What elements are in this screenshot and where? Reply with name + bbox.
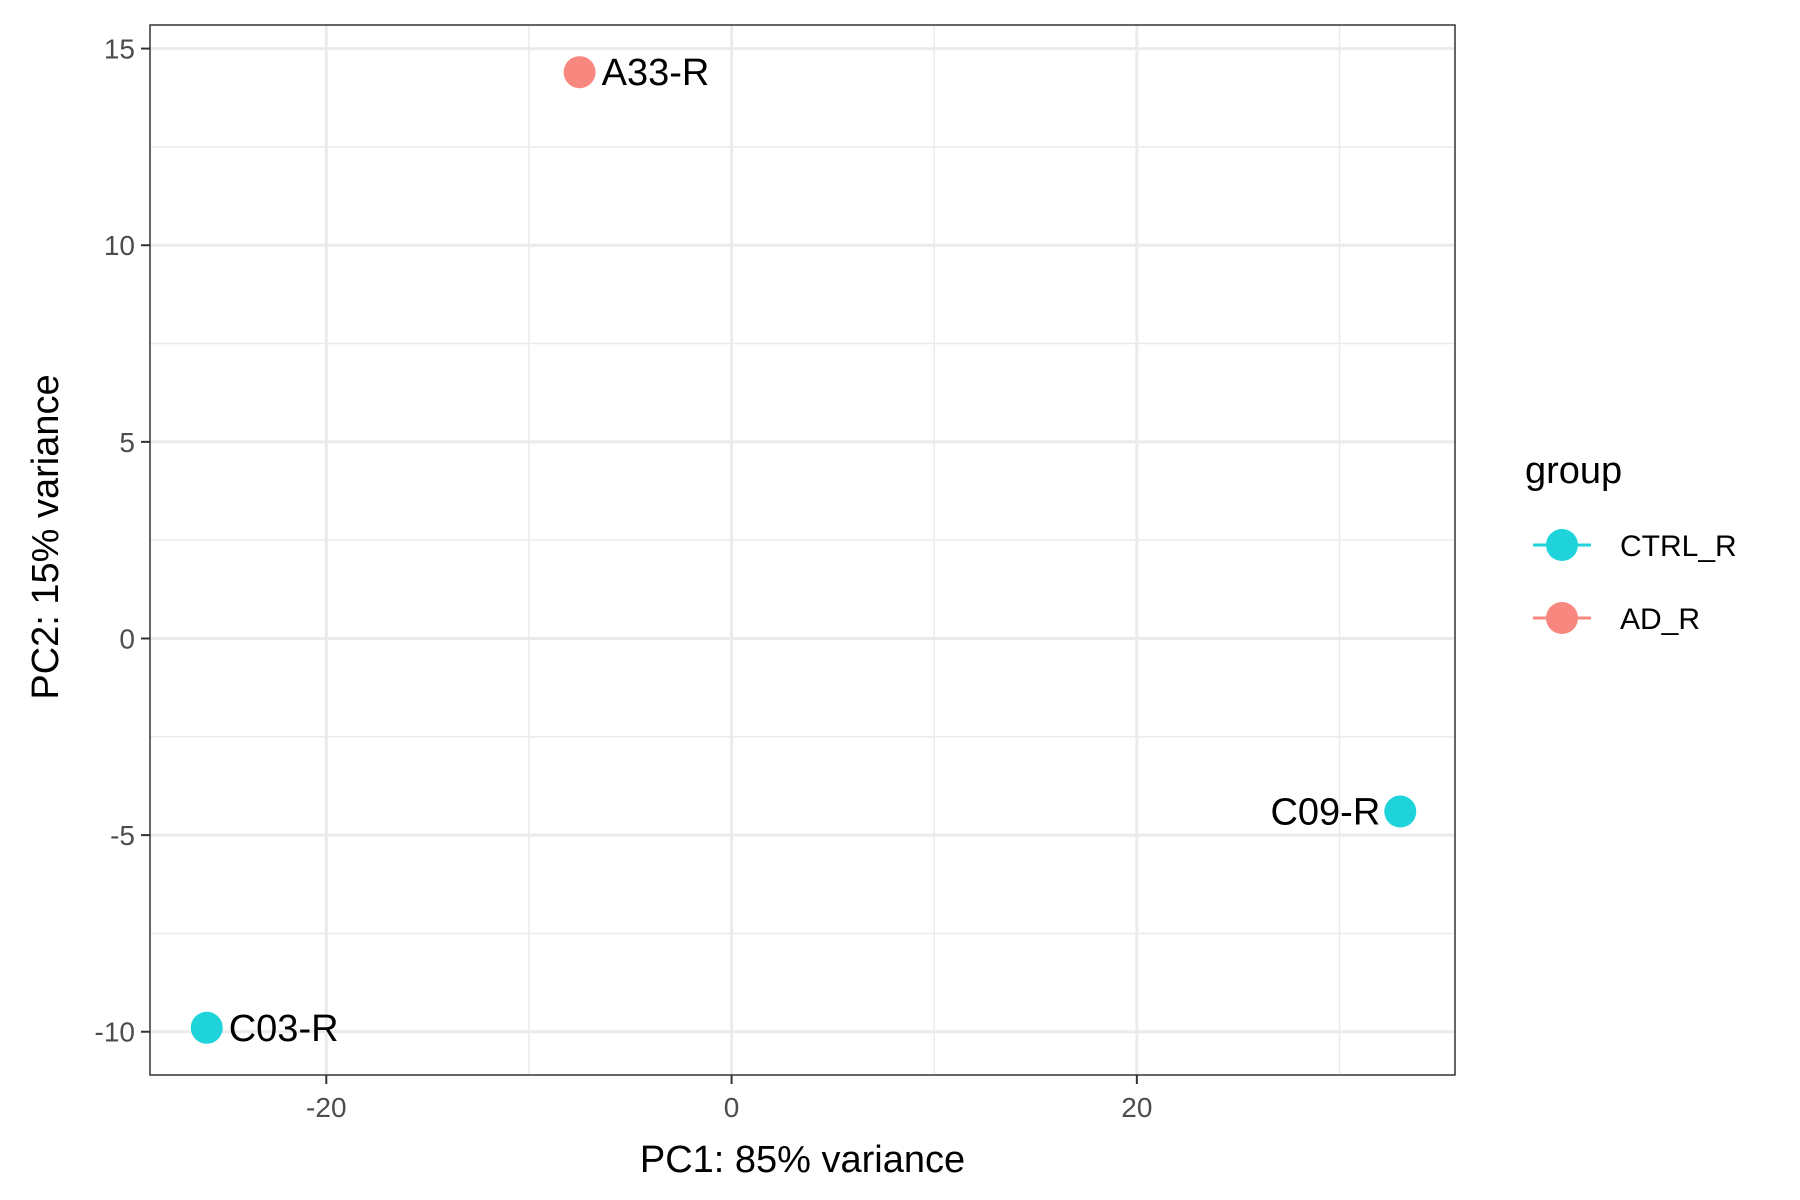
legend-title: group [1525,450,1622,492]
grid-lines [150,25,1455,1075]
data-point [1384,795,1417,828]
point-label: A33-R [602,52,710,94]
y-tick-label: -5 [110,820,135,851]
x-axis-title: PC1: 85% variance [640,1139,965,1181]
legend: group CTRL_R AD_R [1525,450,1737,636]
legend-key-point [1546,602,1578,634]
y-tick-label: 5 [119,427,135,458]
legend-label: AD_R [1620,603,1700,636]
data-points: A33-R C09-R C03-R [190,52,1417,1050]
x-tick-label: 0 [724,1092,740,1123]
data-point [190,1011,223,1044]
y-tick-label: 15 [104,34,135,65]
x-tick-label: 20 [1121,1092,1152,1123]
y-axis-title: PC2: 15% variance [25,374,67,699]
x-tick-label: -20 [306,1092,346,1123]
legend-key-point [1546,529,1578,561]
legend-label: CTRL_R [1620,530,1737,563]
plot-panel [149,24,1456,1076]
point-label: C03-R [229,1008,339,1050]
data-point [563,56,596,89]
axes: -20 0 20 -10 -5 0 5 10 15 [95,34,1153,1123]
y-tick-label: -10 [95,1017,135,1048]
point-label: C09-R [1270,792,1380,834]
y-tick-label: 10 [104,230,135,261]
y-tick-label: 0 [119,623,135,654]
